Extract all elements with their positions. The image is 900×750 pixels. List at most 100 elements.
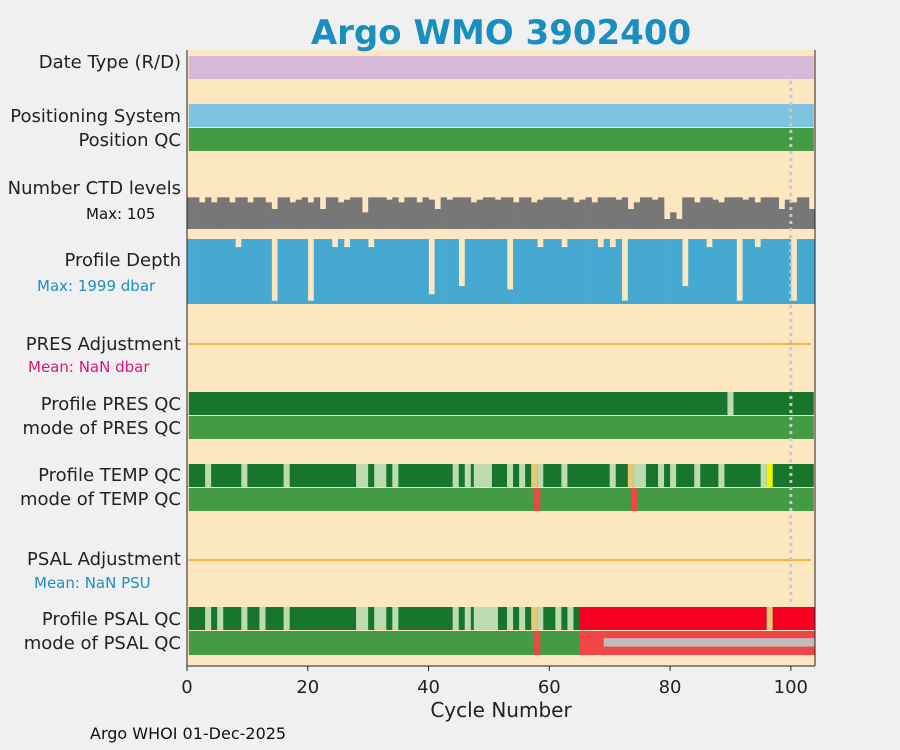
level-bar-profile-depth — [350, 239, 356, 304]
qc-segment-profile-psal-qc — [555, 607, 561, 630]
level-bar-profile-depth — [513, 239, 519, 304]
row-bar-position-qc — [189, 128, 814, 151]
level-bar-profile-depth — [700, 239, 706, 304]
level-bar-profile-depth — [543, 239, 549, 304]
level-bar-ctd-levels — [308, 202, 314, 229]
level-bar-ctd-levels — [555, 197, 561, 229]
level-bar-profile-depth — [410, 239, 416, 304]
level-bar-profile-depth — [598, 247, 604, 304]
row-label-mode-pres-qc: mode of PRES QC — [23, 418, 181, 439]
level-bar-ctd-levels — [730, 197, 736, 229]
level-bar-ctd-levels — [380, 197, 386, 229]
qc-segment-profile-psal-qc — [537, 607, 543, 630]
level-bar-ctd-levels — [477, 200, 483, 229]
qc-segment-profile-psal-qc — [531, 607, 537, 630]
level-bar-profile-depth — [791, 301, 797, 304]
level-bar-ctd-levels — [362, 212, 368, 229]
level-bar-ctd-levels — [706, 197, 712, 229]
x-tick-label: 60 — [538, 677, 561, 698]
level-bar-ctd-levels — [495, 200, 501, 229]
qc-segment-profile-temp-qc — [767, 464, 773, 487]
level-bar-ctd-levels — [235, 197, 241, 229]
row-label-position-qc: Position QC — [78, 130, 181, 151]
level-bar-ctd-levels — [749, 197, 755, 229]
level-bar-profile-depth — [694, 239, 700, 304]
level-bar-profile-depth — [803, 239, 809, 304]
qc-segment-profile-temp-qc — [374, 464, 386, 487]
level-bar-ctd-levels — [435, 209, 441, 229]
level-bar-ctd-levels — [284, 197, 290, 229]
level-bar-ctd-levels — [580, 200, 586, 229]
level-bar-ctd-levels — [773, 197, 779, 229]
level-bar-ctd-levels — [694, 202, 700, 229]
level-bar-ctd-levels — [743, 200, 749, 229]
level-bar-profile-depth — [706, 247, 712, 304]
level-bar-ctd-levels — [543, 197, 549, 229]
level-bar-ctd-levels — [573, 202, 579, 229]
level-bar-profile-depth — [235, 247, 241, 304]
level-bar-profile-depth — [320, 239, 326, 304]
qc-segment-profile-temp-qc — [392, 464, 398, 487]
qc-segment-profile-temp-qc — [284, 464, 290, 487]
row-label-positioning-system: Positioning System — [10, 106, 181, 127]
level-bar-profile-depth — [187, 239, 193, 304]
qc-segment-profile-psal-qc — [474, 607, 498, 630]
qc-segment-profile-temp-qc — [628, 464, 634, 487]
level-bar-profile-depth — [688, 239, 694, 304]
level-bar-ctd-levels — [809, 209, 815, 229]
level-bar-profile-depth — [634, 239, 640, 304]
level-bar-profile-depth — [483, 239, 489, 304]
qc-segment-profile-psal-qc — [392, 607, 398, 630]
x-tick-label: 40 — [417, 677, 440, 698]
level-bar-profile-depth — [610, 247, 616, 304]
qc-segment-mode-temp-qc — [631, 488, 637, 511]
qc-segment-profile-temp-qc — [634, 464, 646, 487]
level-bar-ctd-levels — [199, 202, 205, 229]
qc-segment-profile-psal-qc — [374, 607, 386, 630]
level-bar-ctd-levels — [296, 200, 302, 229]
level-bar-profile-depth — [272, 301, 278, 304]
level-bar-ctd-levels — [779, 209, 785, 229]
level-bar-profile-depth — [622, 301, 628, 304]
row-label-mode-psal-qc: mode of PSAL QC — [24, 633, 181, 654]
row-label-date-type: Date Type (R/D) — [39, 52, 181, 73]
qc-segment-profile-temp-qc — [453, 464, 459, 487]
level-bar-ctd-levels — [278, 197, 284, 229]
level-bar-profile-depth — [296, 239, 302, 304]
level-bar-ctd-levels — [429, 200, 435, 229]
level-bar-profile-depth — [525, 239, 531, 304]
level-bar-ctd-levels — [531, 202, 537, 229]
level-bar-profile-depth — [290, 239, 296, 304]
chart-title: Argo WMO 3902400 — [311, 13, 691, 53]
qc-segment-profile-temp-qc — [205, 464, 211, 487]
x-tick-label: 100 — [774, 677, 808, 698]
level-bar-profile-depth — [743, 239, 749, 304]
level-bar-profile-depth — [416, 239, 422, 304]
qc-segment-profile-psal-qc — [507, 607, 513, 630]
level-bar-ctd-levels — [676, 219, 682, 229]
row-label-psal-adjustment: PSAL Adjustment — [27, 549, 181, 570]
level-bar-profile-depth — [302, 239, 308, 304]
level-bar-profile-depth — [495, 239, 501, 304]
level-bar-ctd-levels — [640, 197, 646, 229]
level-bar-ctd-levels — [356, 197, 362, 229]
level-bar-ctd-levels — [519, 197, 525, 229]
qc-timeline-chart: Argo WMO 3902400 Date Type (R/D) Positioni… — [0, 0, 900, 750]
qc-segment-profile-psal-qc — [241, 607, 247, 630]
level-bar-ctd-levels — [326, 197, 332, 229]
level-bar-ctd-levels — [229, 202, 235, 229]
level-bar-profile-depth — [211, 239, 217, 304]
level-bar-profile-depth — [314, 239, 320, 304]
level-bar-profile-depth — [308, 301, 314, 304]
level-bar-profile-depth — [326, 239, 332, 304]
row-sub-ctd-levels: Max: 105 — [86, 205, 155, 223]
level-bar-ctd-levels — [664, 219, 670, 229]
level-bar-ctd-levels — [193, 197, 199, 229]
qc-segment-profile-psal-qc — [453, 607, 459, 630]
qc-segment-profile-psal-qc — [580, 607, 767, 630]
level-bar-ctd-levels — [712, 200, 718, 229]
level-bar-ctd-levels — [724, 197, 730, 229]
level-bar-profile-depth — [592, 239, 598, 304]
level-bar-ctd-levels — [272, 209, 278, 229]
level-bar-ctd-levels — [441, 197, 447, 229]
